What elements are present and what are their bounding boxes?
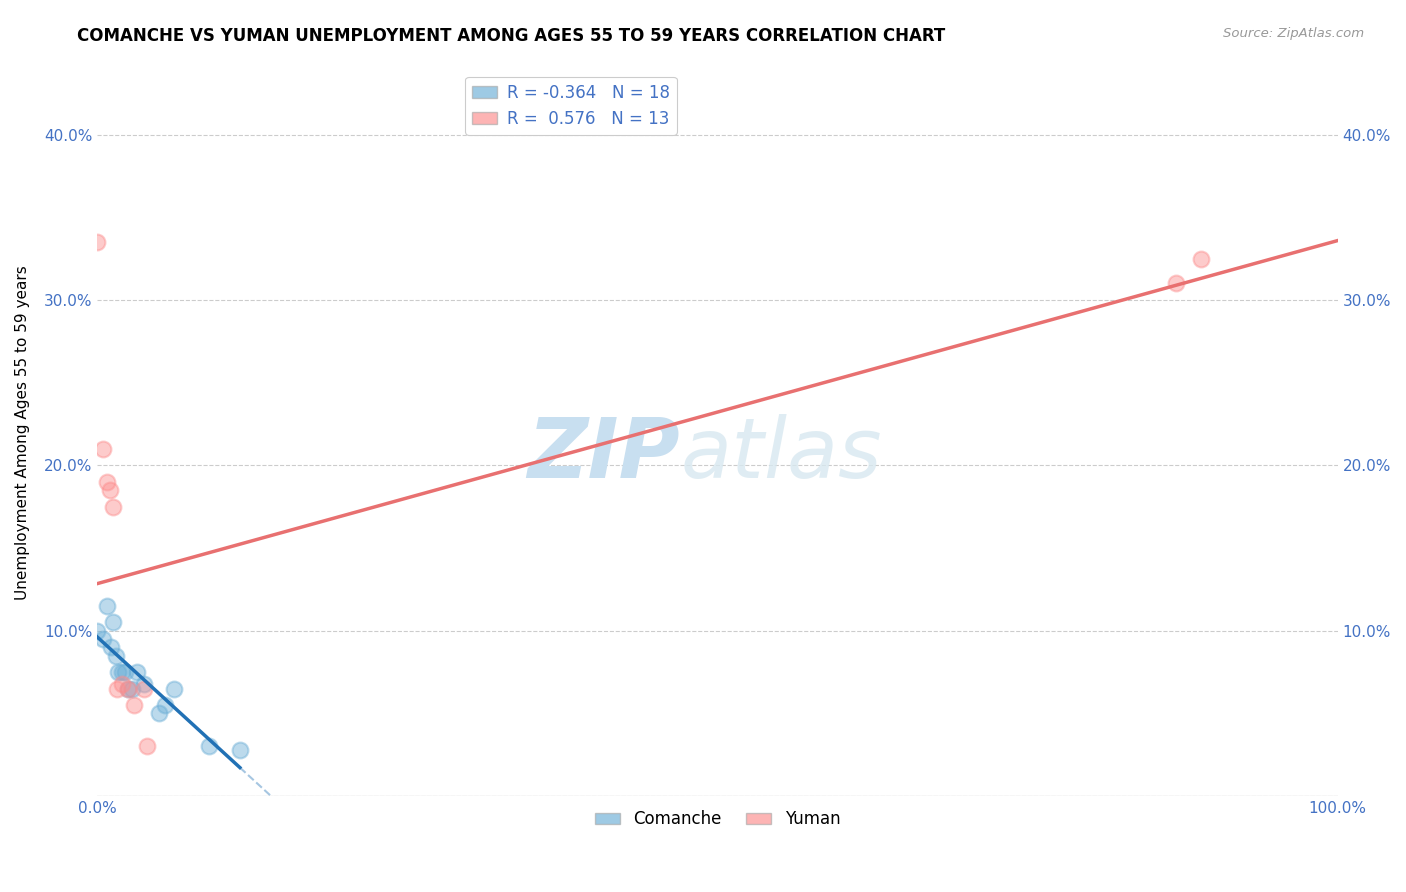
Point [100, 640, 122, 655]
Text: Source: ZipAtlas.com: Source: ZipAtlas.com [1223, 27, 1364, 40]
Point [1166, 277, 1188, 291]
Point [105, 681, 128, 696]
Point [117, 681, 139, 696]
Point [135, 739, 157, 754]
Point [86, 235, 108, 249]
Point [121, 681, 143, 696]
Point [103, 500, 125, 514]
Text: COMANCHE VS YUMAN UNEMPLOYMENT AMONG AGES 55 TO 59 YEARS CORRELATION CHART: COMANCHE VS YUMAN UNEMPLOYMENT AMONG AGE… [77, 27, 946, 45]
Point [155, 698, 177, 713]
Point [111, 665, 134, 679]
Point [125, 665, 148, 679]
Point [93, 632, 115, 646]
Text: ZIP: ZIP [527, 414, 681, 495]
Point [163, 681, 186, 696]
Point [107, 665, 129, 679]
Point [117, 681, 139, 696]
Point [134, 681, 156, 696]
Text: atlas: atlas [681, 414, 882, 495]
Point [86, 624, 108, 638]
Point [148, 706, 170, 721]
Point [111, 676, 134, 690]
Point [98, 483, 121, 498]
Point [124, 698, 146, 713]
Point [114, 665, 136, 679]
Point [96, 475, 118, 489]
Point [229, 743, 252, 757]
Point [104, 648, 127, 663]
Point [93, 442, 115, 456]
Y-axis label: Unemployment Among Ages 55 to 59 years: Unemployment Among Ages 55 to 59 years [15, 265, 30, 599]
Point [134, 676, 156, 690]
Legend: Comanche, Yuman: Comanche, Yuman [588, 804, 846, 835]
Point [96, 599, 118, 613]
Point [198, 739, 221, 754]
Point [1189, 252, 1212, 266]
Point [103, 615, 125, 630]
